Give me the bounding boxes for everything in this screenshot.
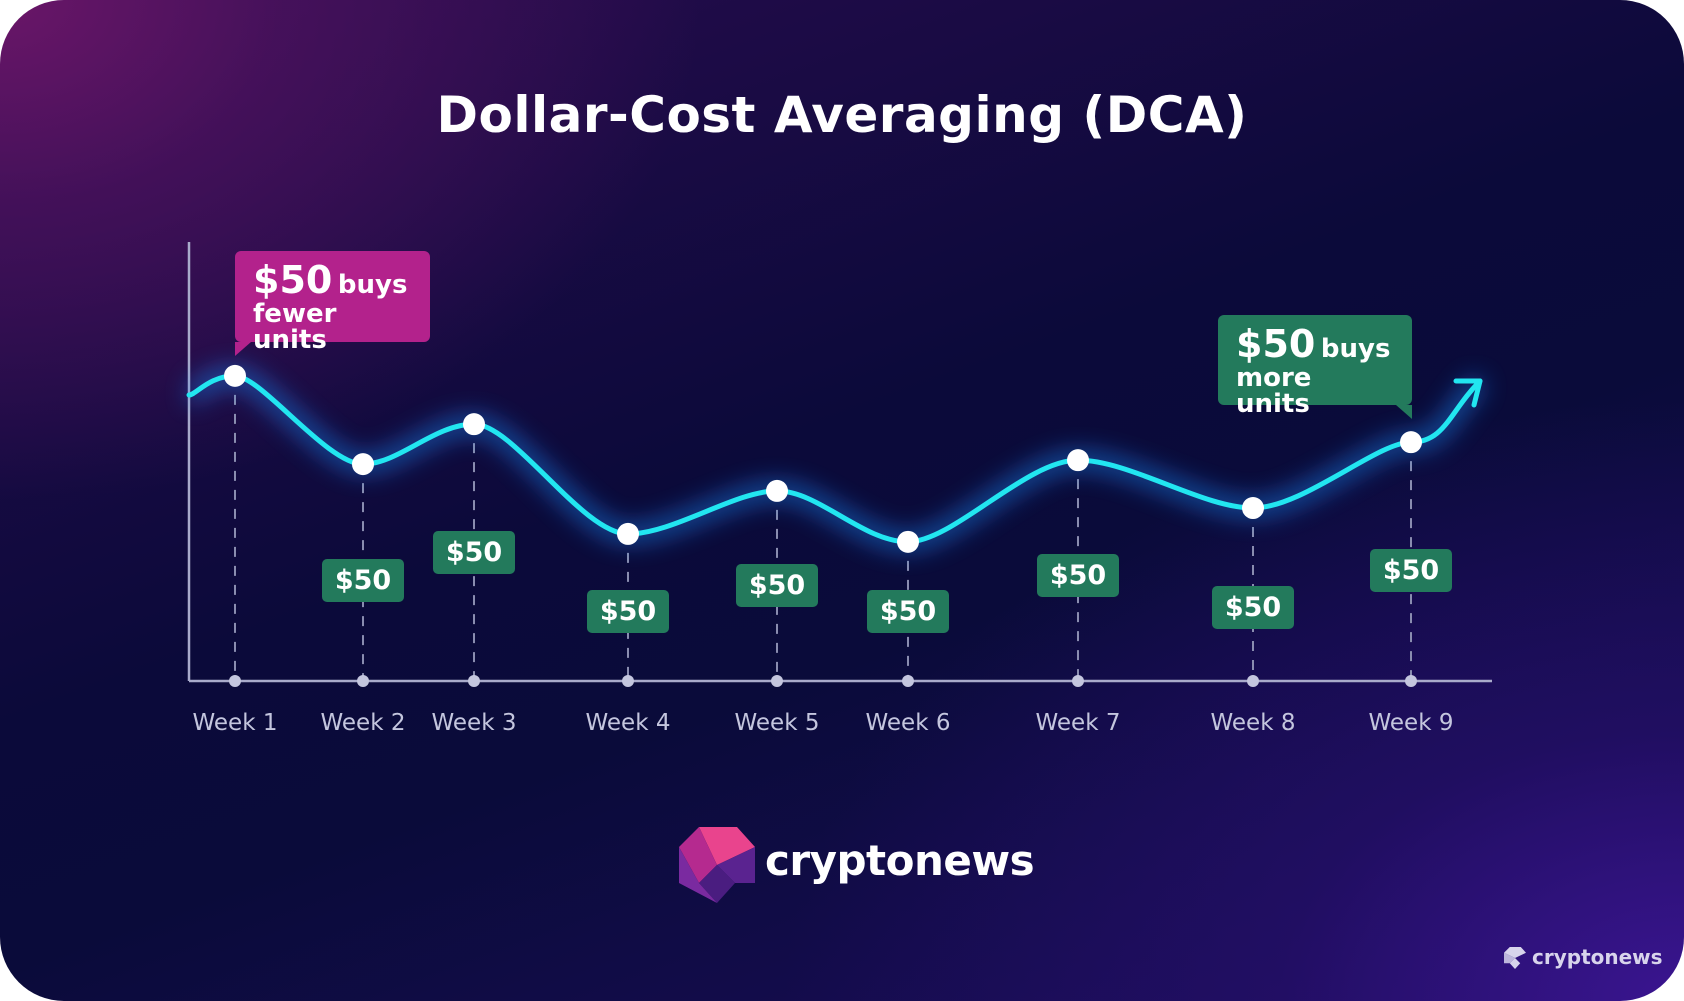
axis-tick-dot: [357, 675, 369, 687]
x-tick-label: Week 2: [320, 710, 406, 736]
data-point: [1400, 431, 1422, 454]
axis-tick-dot: [1405, 675, 1417, 687]
data-point: [1242, 497, 1264, 520]
callout-tail: [235, 342, 251, 356]
x-tick-label: Week 1: [192, 710, 278, 736]
x-tick-label: Week 9: [1368, 710, 1454, 736]
callout-verb: buys: [337, 270, 408, 300]
axis-tick-dot: [1247, 675, 1259, 687]
x-tick-label: Week 3: [431, 710, 517, 736]
watermark-logo-icon: [1504, 947, 1526, 969]
investment-amount-label: $50: [1037, 554, 1119, 597]
investment-amount-label: $50: [867, 590, 949, 633]
data-point: [463, 413, 485, 436]
axis-tick-dot: [468, 675, 480, 687]
axis-tick-dot: [902, 675, 914, 687]
investment-amount-label: $50: [1370, 549, 1452, 592]
callout-tail: [1396, 405, 1412, 419]
callout-amount: $50: [253, 258, 333, 302]
cryptonews-logo-icon: [679, 827, 755, 903]
callout-verb: buys: [1320, 334, 1391, 364]
callout-line2: more units: [1236, 363, 1312, 419]
axis-tick-dot: [771, 675, 783, 687]
callout-fewer-units: $50 buys fewer units: [235, 251, 430, 356]
watermark-text: cryptonews: [1532, 945, 1663, 969]
x-tick-label: Week 5: [734, 710, 820, 736]
axis-tick-dot: [1072, 675, 1084, 687]
axis-tick-dot: [622, 675, 634, 687]
x-tick-label: Week 8: [1210, 710, 1296, 736]
data-point: [352, 453, 374, 476]
investment-amount-label: $50: [736, 564, 818, 607]
x-tick-label: Week 7: [1035, 710, 1121, 736]
data-point: [617, 522, 639, 545]
brand-name: cryptonews: [765, 836, 1035, 885]
chart-title: Dollar-Cost Averaging (DCA): [436, 86, 1248, 144]
arrow-head-icon: [1453, 378, 1483, 408]
callout-amount: $50: [1236, 322, 1316, 366]
data-point: [1067, 449, 1089, 472]
callout-more-units: $50 buys more units: [1218, 315, 1412, 419]
x-tick-label: Week 6: [865, 710, 951, 736]
investment-amount-label: $50: [433, 531, 515, 574]
data-point: [897, 530, 919, 553]
axis-tick-dot: [229, 675, 241, 687]
callout-line2: fewer units: [253, 299, 337, 355]
data-point: [766, 479, 788, 502]
investment-amount-label: $50: [1212, 586, 1294, 629]
investment-amount-label: $50: [587, 590, 669, 633]
investment-amount-label: $50: [322, 559, 404, 602]
x-tick-label: Week 4: [585, 710, 671, 736]
data-point: [224, 364, 246, 387]
